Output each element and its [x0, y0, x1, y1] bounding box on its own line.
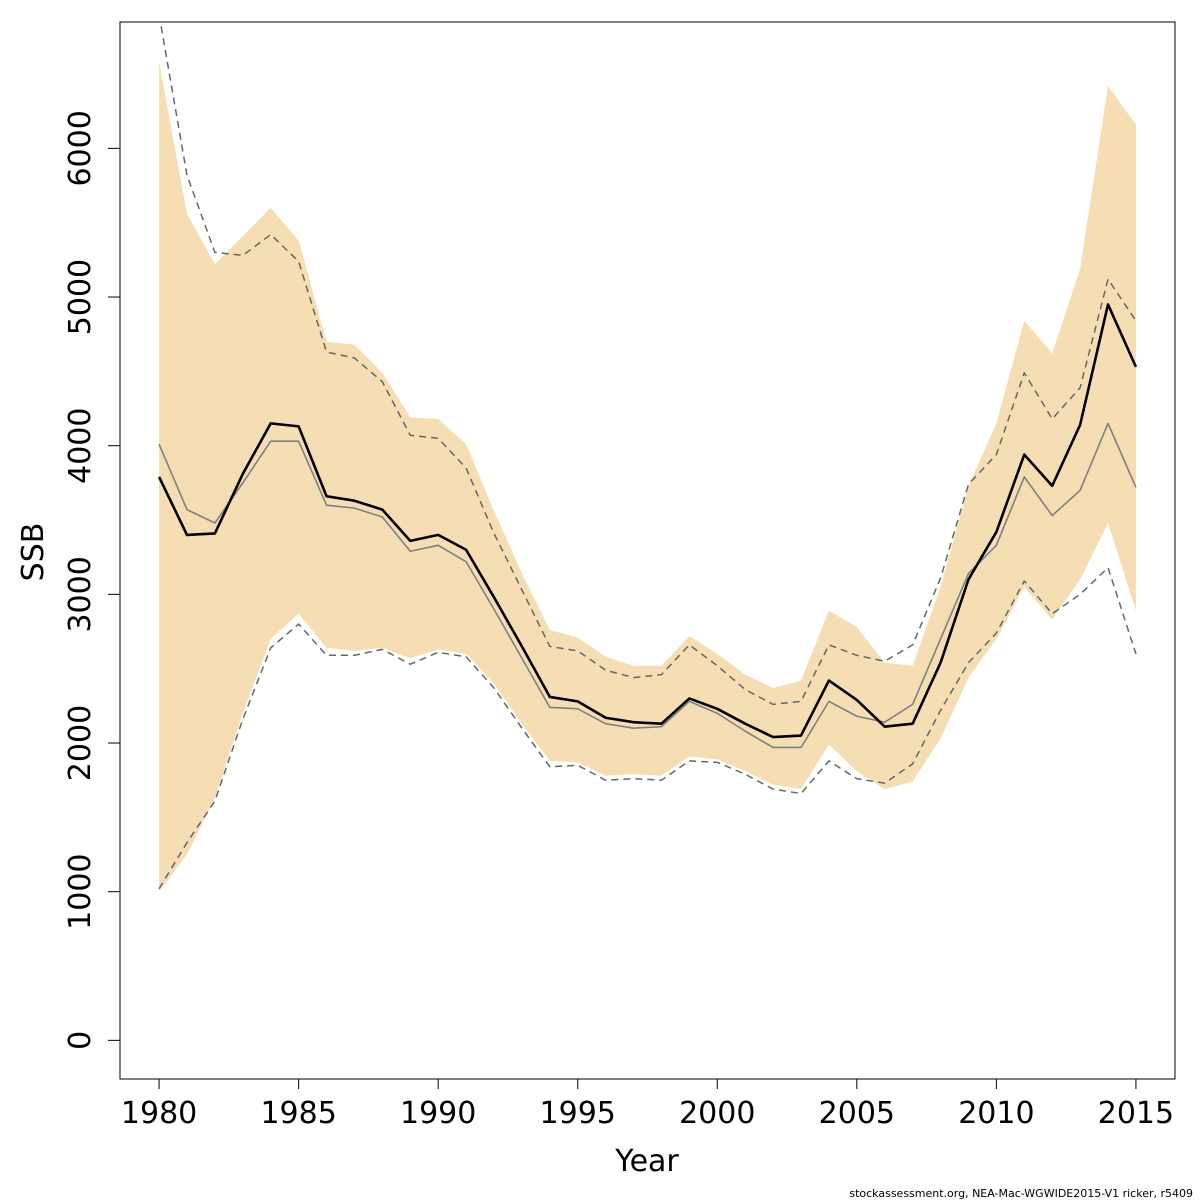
confidence-band-layer: [159, 62, 1136, 892]
x-tick-label: 2015: [1098, 1096, 1174, 1131]
y-axis-title: SSB: [16, 523, 51, 582]
x-tick-label: 1990: [400, 1096, 476, 1131]
y-tick-label: 6000: [63, 110, 98, 186]
y-tick-label: 1000: [63, 854, 98, 930]
x-axis-title: Year: [614, 1144, 679, 1179]
y-tick-label: 3000: [63, 556, 98, 632]
x-axis: 1980 1985 1990 1995 2000 2005 2010 2015: [121, 1078, 1174, 1131]
upper-bound-dashed-line: [159, 22, 1137, 706]
y-tick-label: 5000: [63, 259, 98, 335]
y-tick-label: 4000: [63, 408, 98, 484]
confidence-band: [159, 62, 1136, 892]
series-layer: [157, 22, 1138, 890]
alt-estimate-line: [158, 422, 1137, 749]
x-tick-label: 2005: [819, 1096, 895, 1131]
lower-bound-dashed-line: [158, 566, 1137, 890]
y-tick-label: 0: [63, 1031, 98, 1050]
x-tick-label: 1995: [540, 1096, 616, 1131]
y-axis: 0 1000 2000 3000 4000 5000 6000: [63, 110, 121, 1050]
x-tick-label: 2000: [679, 1096, 755, 1131]
x-tick-label: 2010: [958, 1096, 1034, 1131]
footer-source-text: stockassessment.org, NEA-Mac-WGWIDE2015-…: [849, 1187, 1193, 1200]
x-tick-label: 1980: [121, 1096, 197, 1131]
y-tick-label: 2000: [63, 705, 98, 781]
estimate-line: [157, 303, 1138, 739]
x-tick-label: 1985: [260, 1096, 336, 1131]
